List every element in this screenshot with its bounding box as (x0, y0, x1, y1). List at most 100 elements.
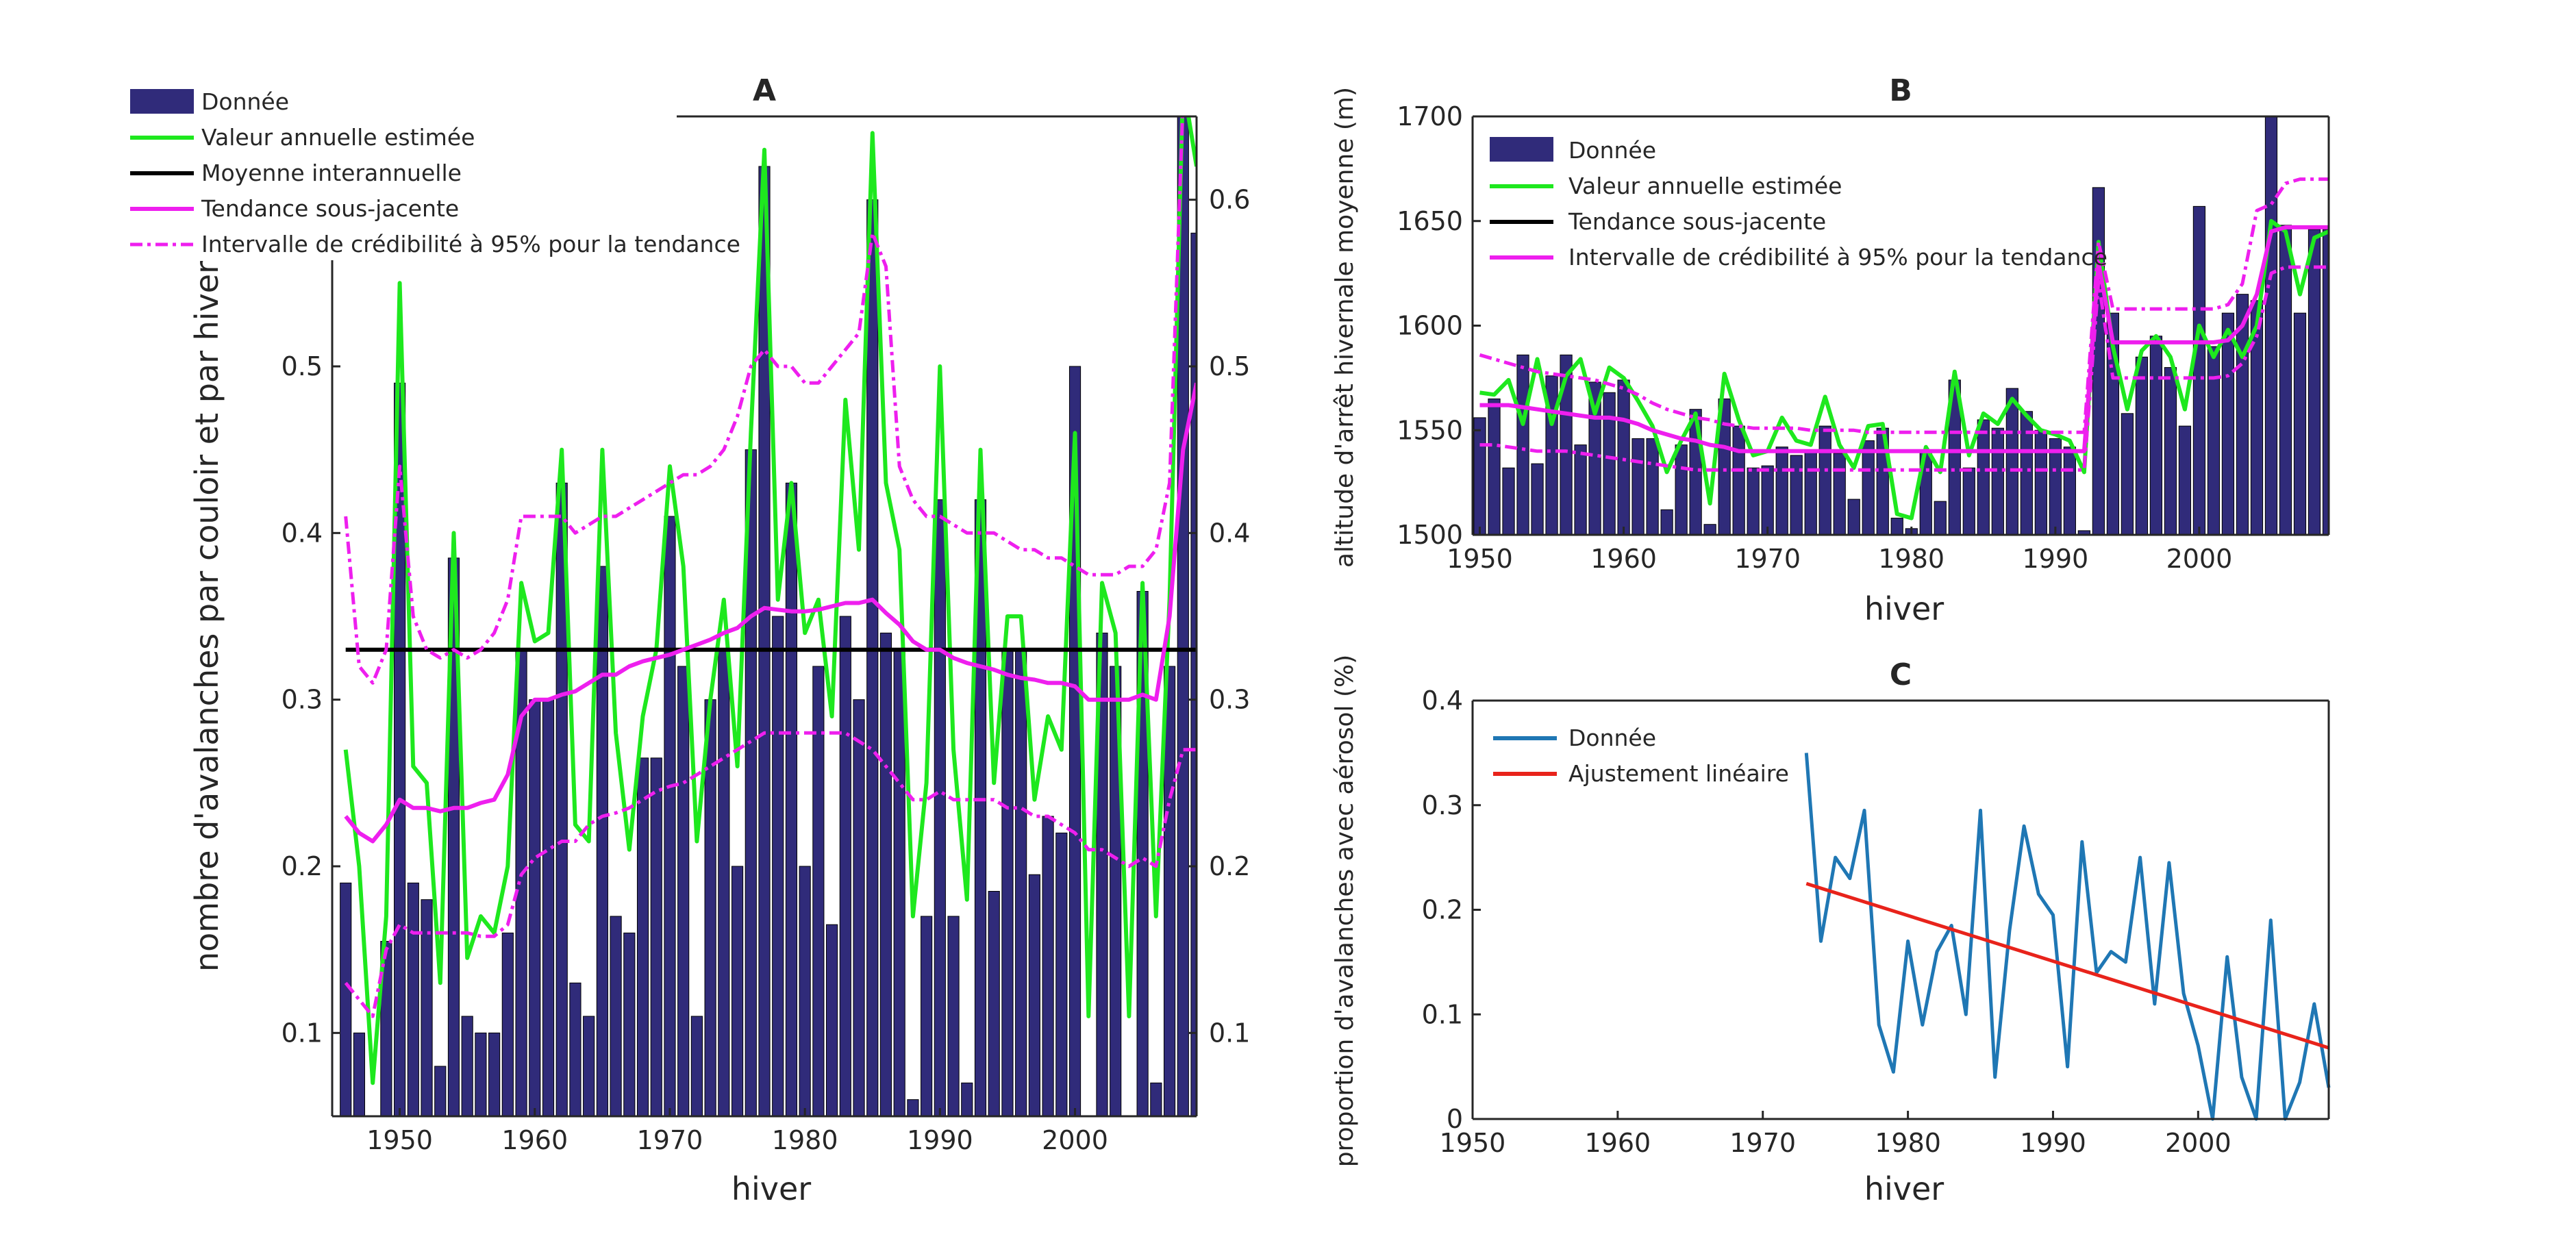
panel-a-legend: Donnée Valeur annuelle estimée Moyenne i… (129, 75, 740, 260)
bar-1973 (1804, 451, 1817, 535)
bar-1969 (650, 757, 662, 1116)
bar-1951 (1488, 398, 1501, 535)
y-tick-label: 0.1 (1422, 999, 1463, 1029)
bar-1981 (812, 666, 825, 1116)
bar-2005 (2264, 116, 2278, 535)
bar-1994 (988, 891, 1000, 1116)
panel-c: 1950 1960 1970 1980 1990 2000 0 0.1 0.2 0.3 0.4 C… (1331, 655, 2331, 1207)
bar-1964 (583, 1016, 595, 1116)
bar-2007 (1163, 666, 1176, 1116)
bar-1983 (839, 616, 851, 1116)
series-valeur-annuelle-estimee (343, 116, 1197, 1085)
bar-1952 (1502, 467, 1515, 535)
bar-1964 (1675, 444, 1688, 535)
bar-1996 (2135, 356, 2149, 535)
x-tick-label: 2000 (2166, 544, 2233, 574)
panel-a: 1950 1960 1970 1980 1990 2000 0.1 0.2 0.3 0.4 0.5… (129, 73, 1250, 1207)
panel-a-lines (343, 116, 1197, 1085)
bar-1984 (1962, 467, 1975, 535)
bar-1953 (434, 1066, 447, 1116)
bar-1987 (2005, 388, 2018, 535)
bar-1974 (1818, 425, 1831, 535)
bar-1966 (1703, 524, 1716, 535)
x-tick-label: 1990 (907, 1125, 973, 1155)
panel-b-y-ticks: 1500 1550 1600 1650 1700 (1397, 101, 1481, 550)
bar-2001 (2207, 346, 2221, 535)
bar-1971 (677, 666, 690, 1116)
y-tick-label: 0.2 (1209, 851, 1250, 881)
x-tick-label: 1990 (2020, 1128, 2086, 1158)
legend-label-valeur-annuelle: Valeur annuelle estimée (1568, 173, 1842, 199)
bar-1997 (2149, 336, 2163, 535)
series-tendance-sous-jacente (1479, 225, 2329, 453)
y-tick-label: 0.6 (1209, 185, 1250, 215)
panel-b-y-label: altitude d'arrêt hivernale moyenne (m) (1331, 87, 1359, 568)
bar-2006 (2279, 225, 2292, 535)
legend-swatch-donnee (1490, 137, 1553, 162)
x-tick-label: 1990 (2022, 544, 2088, 574)
panel-a-bars (340, 116, 1197, 1116)
panel-b-x-ticks: 1950 1960 1970 1980 1990 2000 (1447, 527, 2232, 574)
bar-1975 (731, 866, 744, 1116)
legend-swatch-donnee (130, 89, 194, 114)
legend-label-intervalle: Intervalle de crédibilité à 95% pour la … (201, 231, 740, 257)
bar-1989 (921, 916, 933, 1116)
bar-1990 (934, 499, 946, 1116)
bar-1957 (1574, 444, 1587, 535)
panel-b-lines (1479, 177, 2329, 520)
legend-label-donnee: Donnée (1568, 137, 1656, 164)
legend-label-donnee: Donnée (201, 88, 289, 115)
bar-1970 (1761, 465, 1774, 535)
panel-a-frame (331, 115, 1198, 1118)
bar-1955 (461, 1016, 473, 1116)
series-donnee (1804, 753, 2331, 1121)
bar-1958 (501, 932, 514, 1116)
series-intervalle-de-credibilite-a-95-pour-la-tendance-haut (344, 116, 1184, 685)
panel-c-legend: Donnée Ajustement linéaire (1486, 712, 1789, 794)
y-tick-label: 0 (1447, 1104, 1463, 1134)
x-tick-label: 1950 (1440, 1128, 1506, 1158)
bar-1977 (1862, 440, 1875, 535)
y-tick-label: 0.2 (1422, 895, 1463, 925)
bar-1962 (1646, 438, 1659, 535)
bar-1960 (1617, 379, 1630, 535)
panel-c-y-label: proportion d'avalanches avec aérosol (%) (1331, 655, 1359, 1168)
bar-1965 (596, 566, 608, 1116)
bar-1986 (1991, 427, 2004, 535)
y-tick-label: 0.5 (282, 351, 323, 381)
x-tick-label: 1970 (1729, 1128, 1796, 1158)
bar-1959 (1603, 392, 1616, 535)
bar-1957 (488, 1032, 501, 1116)
series-tendance-sous-jacente (344, 382, 1197, 844)
x-tick-label: 1970 (1734, 544, 1801, 574)
bar-1961 (1631, 438, 1645, 535)
bar-1963 (569, 982, 582, 1116)
legend-label-tendance: Tendance sous-jacente (1568, 208, 1826, 235)
x-tick-label: 1970 (637, 1125, 703, 1155)
x-tick-label: 2000 (2165, 1128, 2231, 1158)
bar-1987 (893, 649, 905, 1116)
bar-1995 (1001, 649, 1014, 1116)
bar-1997 (1028, 874, 1040, 1116)
panel-a-right-y-ticks: 0.1 0.2 0.3 0.4 0.5 0.6 (1188, 185, 1250, 1048)
x-tick-label: 1960 (1590, 544, 1657, 574)
bar-1986 (879, 632, 892, 1116)
bar-1988 (907, 1099, 919, 1116)
series-valeur-annuelle-estimee (1479, 218, 2329, 520)
y-tick-label: 0.1 (1209, 1018, 1250, 1048)
x-tick-label: 2000 (1042, 1125, 1108, 1155)
y-tick-label: 0.4 (1422, 686, 1463, 716)
panel-a-title: A (753, 73, 776, 108)
panel-b: 1950 1960 1970 1980 1990 2000 1500 1550 1600 165… (1331, 73, 2330, 627)
y-tick-label: 0.4 (1209, 518, 1250, 548)
legend-label-valeur-annuelle: Valeur annuelle estimée (201, 124, 475, 151)
bar-1974 (718, 649, 730, 1116)
panel-b-title: B (1889, 73, 1912, 108)
y-tick-label: 1500 (1397, 520, 1463, 550)
panel-c-title: C (1890, 657, 1912, 692)
legend-label-tendance: Tendance sous-jacente (201, 195, 459, 222)
panel-b-legend: Donnée Valeur annuelle estimée Tendance … (1486, 127, 2108, 281)
bar-1989 (2034, 429, 2047, 535)
series-intervalle-de-credibilite-a-95-pour-la-tendance-bas (1479, 265, 2329, 472)
